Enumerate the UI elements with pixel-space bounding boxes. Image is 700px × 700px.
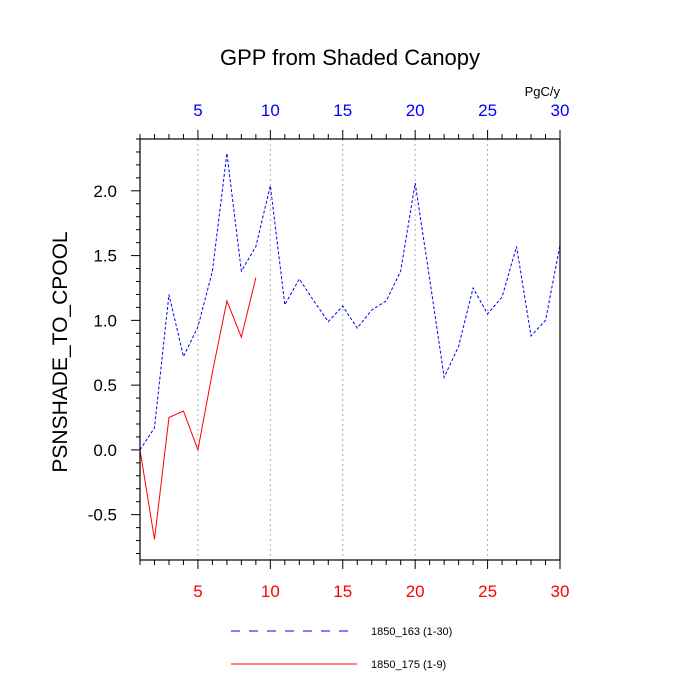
- y-tick-label: 0.0: [93, 441, 117, 460]
- x-tick-label: 5: [193, 582, 202, 601]
- legend: 1850_163 (1-30) 1850_175 (1-9): [231, 626, 452, 671]
- x-tick-label: 30: [551, 582, 570, 601]
- y-tick-label: 1.5: [93, 247, 117, 266]
- y-tick-label: 2.0: [93, 182, 117, 201]
- top-x-tick-label: 25: [478, 101, 497, 120]
- legend-label-1: 1850_163 (1-30): [371, 626, 452, 638]
- series-line-1: [139, 153, 561, 451]
- y-tick-label: 1.0: [93, 311, 117, 330]
- series-layer: [139, 153, 561, 540]
- series-line-2: [139, 277, 257, 540]
- y-axis-title: PSNSHADE_TO_CPOOL: [49, 231, 72, 472]
- top-x-tick-label: 10: [261, 101, 280, 120]
- top-x-tick-label: 15: [333, 101, 352, 120]
- plot-frame: [139, 138, 561, 561]
- x-tick-label: 10: [261, 582, 280, 601]
- units-label: PgC/y: [525, 84, 561, 99]
- top-x-tick-label: 30: [551, 101, 570, 120]
- y-tick-label: -0.5: [88, 506, 117, 525]
- x-tick-label: 25: [478, 582, 497, 601]
- top-x-tick-label: 20: [406, 101, 425, 120]
- x-tick-label: 20: [406, 582, 425, 601]
- top-x-tick-label: 5: [193, 101, 202, 120]
- x-tick-label: 15: [333, 582, 352, 601]
- legend-label-2: 1850_175 (1-9): [371, 659, 446, 671]
- chart-title: GPP from Shaded Canopy: [220, 45, 480, 70]
- axes-layer: 5 5 10 10 15 15 20 20 25 25 30 30 -0.5 0.0 0.5 1.0 1.5 2.…: [88, 101, 570, 601]
- grid-layer: [197, 139, 489, 560]
- y-tick-label: 0.5: [93, 376, 117, 395]
